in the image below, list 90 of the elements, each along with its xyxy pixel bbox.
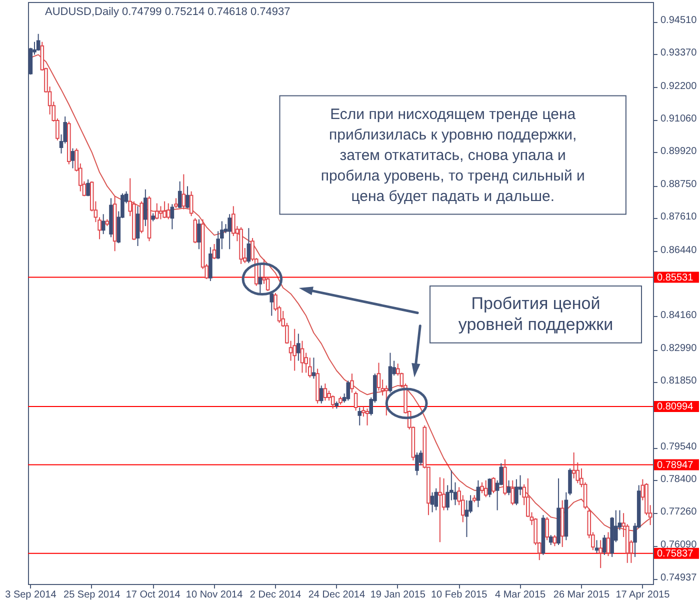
- x-tick-label: 19 Jan 2015: [370, 590, 426, 600]
- candlestick: [606, 532, 610, 557]
- candlestick: [36, 33, 40, 52]
- candlestick: [193, 218, 198, 244]
- annotation: Пробития ценой уровней поддержки: [458, 294, 614, 334]
- candlestick: [598, 540, 602, 569]
- x-tick-label: 3 Sep 2014: [5, 590, 57, 600]
- x-tick-label: 17 Oct 2014: [126, 590, 181, 600]
- y-tick-label: 0.77260: [660, 506, 698, 518]
- y-tick-label: 0.87610: [660, 212, 698, 223]
- y-tick-label: 0.89920: [660, 146, 698, 157]
- candlestick: [186, 186, 190, 209]
- chart-title: AUDUSD,Daily 0.74799 0.75214 0.74618 0.74937: [45, 6, 290, 18]
- x-tick-label: 2 Dec 2014: [250, 590, 302, 600]
- candlestick: [434, 488, 438, 511]
- y-tick-label: 0.91060: [660, 113, 698, 124]
- candlestick: [308, 357, 312, 378]
- x-tick-label: 4 Mar 2015: [494, 590, 546, 600]
- candlestick: [430, 492, 434, 513]
- x-tick-label: 24 Dec 2014: [308, 590, 366, 600]
- candlestick: [602, 534, 606, 556]
- candlestick: [488, 478, 492, 498]
- y-tick-label: 0.78400: [660, 474, 698, 485]
- ref-line-label: 0.85531: [657, 272, 694, 284]
- candlestick: [189, 190, 194, 217]
- candlestick: [323, 383, 328, 402]
- candlestick: [350, 373, 354, 394]
- candlestick: [480, 482, 484, 494]
- candlestick: [484, 480, 488, 498]
- candlestick: [182, 174, 186, 210]
- candlestick: [346, 380, 350, 402]
- candlestick: [292, 328, 296, 372]
- ref-line-label: 0.78947: [657, 460, 694, 471]
- candlestick: [438, 476, 442, 543]
- candlestick: [365, 408, 370, 426]
- ref-line-label: 0.75837: [657, 548, 694, 560]
- candlestick: [506, 480, 511, 496]
- candlestick: [101, 214, 106, 235]
- y-tick-label: 0.92200: [660, 80, 698, 92]
- candlestick: [166, 202, 170, 220]
- y-tick-label: 0.88750: [660, 179, 698, 190]
- candlestick: [492, 476, 496, 494]
- candlestick: [197, 218, 201, 250]
- x-tick-label: 26 Mar 2015: [553, 590, 610, 600]
- candlestick: [594, 540, 599, 554]
- candlestick: [246, 228, 251, 264]
- candlestick: [86, 178, 90, 197]
- candlestick: [514, 478, 518, 506]
- candlestick: [476, 480, 480, 508]
- candlestick: [548, 534, 553, 546]
- y-tick-label: 0.81850: [660, 376, 698, 387]
- candlestick: [70, 148, 75, 169]
- candlestick: [572, 452, 576, 479]
- annotation: Если при нисходящем тренде цена приблизилась к уровню поддержки, затем откатитась, снова упала и пробила уровень, то тренд сильный и цена будет падать и дальше.: [320, 106, 585, 205]
- candlestick: [354, 391, 358, 412]
- y-tick-label: 0.79540: [660, 441, 698, 452]
- candlestick: [136, 206, 140, 247]
- x-tick-label: 10 Feb 2015: [430, 590, 488, 600]
- candlestick: [376, 362, 381, 392]
- candlestick: [208, 246, 212, 282]
- candlestick: [155, 202, 159, 220]
- candlestick: [170, 204, 174, 230]
- candlestick: [212, 244, 216, 260]
- candlestick: [228, 214, 232, 250]
- candlestick: [178, 180, 182, 209]
- candlestick: [552, 534, 557, 547]
- candlestick: [158, 206, 163, 220]
- candlestick: [174, 198, 178, 209]
- candlestick: [296, 333, 300, 362]
- y-tick-label: 0.82990: [660, 343, 698, 354]
- candlestick: [312, 357, 316, 380]
- candlestick: [319, 385, 324, 404]
- y-tick-label: 0.74937: [660, 572, 698, 584]
- x-tick-label: 10 Nov 2014: [186, 590, 244, 600]
- candlestick: [510, 480, 515, 506]
- ref-line-label: 0.80994: [657, 401, 694, 412]
- y-tick-label: 0.76090: [660, 540, 698, 551]
- candlestick: [300, 340, 304, 374]
- y-tick-label: 0.94510: [660, 15, 698, 26]
- y-tick-label: 0.86440: [660, 244, 698, 256]
- candlestick: [162, 200, 166, 219]
- candlestick: [232, 206, 236, 237]
- candlestick: [144, 188, 148, 227]
- x-tick-label: 25 Sep 2014: [64, 590, 121, 600]
- candlestick: [545, 516, 549, 541]
- x-tick-label: 17 Apr 2015: [616, 590, 670, 600]
- candlestick: [358, 406, 362, 426]
- y-tick-label: 0.84160: [660, 310, 698, 321]
- candlestick: [415, 452, 419, 476]
- y-tick-label: 0.93370: [660, 48, 698, 59]
